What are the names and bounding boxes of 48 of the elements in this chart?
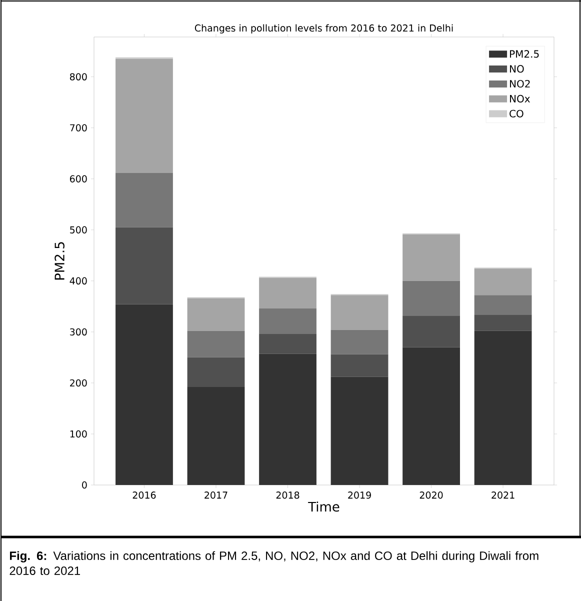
bar <box>474 314 532 331</box>
bar <box>259 334 316 354</box>
bar <box>402 316 460 348</box>
bar <box>116 304 173 485</box>
bar <box>187 330 245 358</box>
text: Fig. 6: Variations in concentrations of PM 2.5, NO, NO2, NOx and CO at Delhi during Diwali from 2016 to 2021 <box>10 551 538 575</box>
y-tick-label: 500 <box>70 226 87 234</box>
x-tick-label: 2021 <box>492 492 514 499</box>
y-tick-label: 600 <box>70 175 87 182</box>
y-tick-label: 700 <box>70 124 87 132</box>
bar <box>474 295 532 315</box>
legend-label: CO <box>510 110 524 118</box>
y-tick-label: 300 <box>70 328 87 336</box>
bar <box>402 234 460 281</box>
bar <box>259 354 316 485</box>
x-tick-label: 2017 <box>204 492 228 499</box>
bar <box>474 268 532 296</box>
bar <box>330 295 388 330</box>
legend-label: NO <box>510 65 524 73</box>
bar <box>187 357 245 388</box>
x-tick-label: 2018 <box>276 492 300 499</box>
bar <box>187 387 245 485</box>
legend-label: NOx <box>510 94 530 102</box>
bar <box>116 58 173 173</box>
bar <box>330 354 388 377</box>
bar <box>116 172 173 228</box>
y-tick-label: 800 <box>70 73 87 80</box>
legend-label: PM2.5 <box>510 50 539 58</box>
y-axis-title: PM2.5 <box>54 242 64 280</box>
x-tick-label: 2019 <box>348 492 371 499</box>
x-axis-title: Time <box>308 502 340 512</box>
x-tick-label: 2020 <box>420 492 443 499</box>
legend-label: NO2 <box>510 80 530 88</box>
bar <box>259 308 316 334</box>
y-tick-label: 200 <box>70 379 87 387</box>
bar <box>187 298 245 331</box>
chart-title: Changes in pollution levels from 2016 to 2021 in Delhi <box>194 24 453 34</box>
y-tick-label: 400 <box>70 277 87 284</box>
bar <box>474 330 532 485</box>
bar <box>116 227 173 304</box>
y-tick-label: 0 <box>82 481 87 489</box>
bar <box>402 347 460 485</box>
y-tick-label: 100 <box>70 430 87 438</box>
bar <box>330 330 388 354</box>
bar <box>259 278 316 308</box>
bar <box>330 376 388 485</box>
bar <box>402 280 460 316</box>
x-tick-label: 2016 <box>132 492 156 499</box>
